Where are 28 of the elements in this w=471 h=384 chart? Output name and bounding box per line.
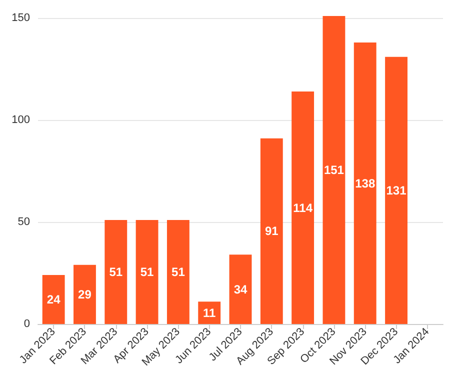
bar [104,220,128,324]
bar [198,302,221,324]
bar [260,138,283,324]
data-label: 131 [386,183,407,198]
data-label: 34 [234,282,248,296]
bar [322,16,346,324]
data-label: 91 [264,224,279,238]
bar [385,56,408,324]
y-tick-label: 150 [12,12,30,24]
data-label: 114 [293,200,313,215]
bar [292,92,314,324]
data-label: 11 [203,306,216,320]
y-tick-label: 50 [18,216,30,228]
data-label: 151 [324,163,344,178]
bar [354,42,376,324]
bar [229,254,252,324]
bar [42,275,65,324]
data-label: 51 [140,264,154,279]
bar [166,220,190,324]
y-tick-label: 0 [24,318,30,330]
data-label: 138 [355,176,376,190]
y-tick-label: 100 [12,114,30,126]
data-label: 51 [172,264,186,279]
data-label: 24 [46,292,61,307]
data-label: 29 [78,287,92,302]
data-label: 51 [109,264,123,279]
bar [136,220,158,324]
bar [74,264,96,324]
